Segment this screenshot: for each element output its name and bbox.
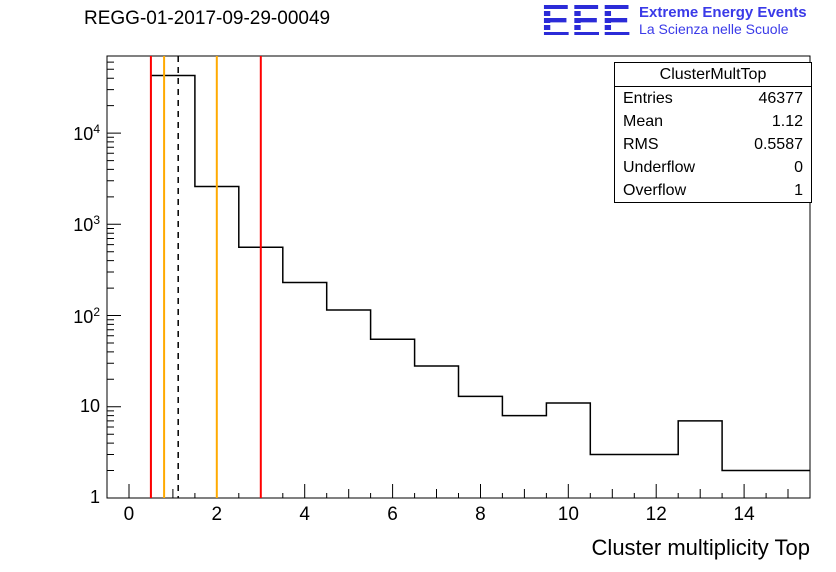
y-tick-label: 103 <box>73 213 100 236</box>
x-tick-label: 0 <box>123 504 135 525</box>
stats-value: 0 <box>794 159 803 176</box>
stats-row-rms: RMS 0.5587 <box>615 133 811 156</box>
stats-row-underflow: Underflow 0 <box>615 156 811 179</box>
stats-row-entries: Entries 46377 <box>615 87 811 110</box>
histogram-step-line <box>150 74 810 498</box>
stats-row-overflow: Overflow 1 <box>615 179 811 202</box>
stats-label: Overflow <box>623 182 687 199</box>
stats-value: 46377 <box>758 90 804 107</box>
logo-tagline-2: La Scienza nelle Scuole <box>639 21 789 37</box>
stats-row-mean: Mean 1.12 <box>615 110 811 133</box>
y-tick-label: 1 <box>89 487 100 507</box>
y-tick-label: 10 <box>79 395 100 416</box>
eee-logo-taglines: Extreme Energy Events La Scienza nelle S… <box>639 0 807 38</box>
x-axis-title: Cluster multiplicity Top <box>591 535 810 560</box>
x-tick-label: 12 <box>645 504 667 525</box>
stats-label: Mean <box>623 113 664 130</box>
axis-ticks <box>107 61 789 499</box>
x-tick-label: 8 <box>475 504 486 525</box>
stats-value: 0.5587 <box>754 136 803 153</box>
page-title: REGG-01-2017-09-29-00049 <box>84 8 331 29</box>
stats-value: 1.12 <box>771 113 803 130</box>
x-tick-label: 14 <box>733 504 755 525</box>
stats-label: Entries <box>623 90 673 107</box>
stats-box: ClusterMultTop Entries 46377 Mean 1.12 RMS 0.… <box>614 62 812 203</box>
stats-rows: Entries 46377 Mean 1.12 RMS 0.5587 Underflow 0 O… <box>615 87 811 202</box>
stats-value: 1 <box>794 182 803 199</box>
y-tick-label: 102 <box>73 304 100 327</box>
stats-box-title: ClusterMultTop <box>615 63 811 87</box>
x-tick-label: 4 <box>299 504 310 525</box>
x-tick-label: 10 <box>557 504 579 525</box>
x-tick-label: 2 <box>211 504 223 525</box>
y-tick-label: 104 <box>73 122 100 145</box>
x-tick-label: 6 <box>387 504 398 525</box>
stats-label: RMS <box>623 136 659 153</box>
logo-tagline-1: Extreme Energy Events <box>639 4 807 21</box>
stats-label: Underflow <box>623 159 696 176</box>
